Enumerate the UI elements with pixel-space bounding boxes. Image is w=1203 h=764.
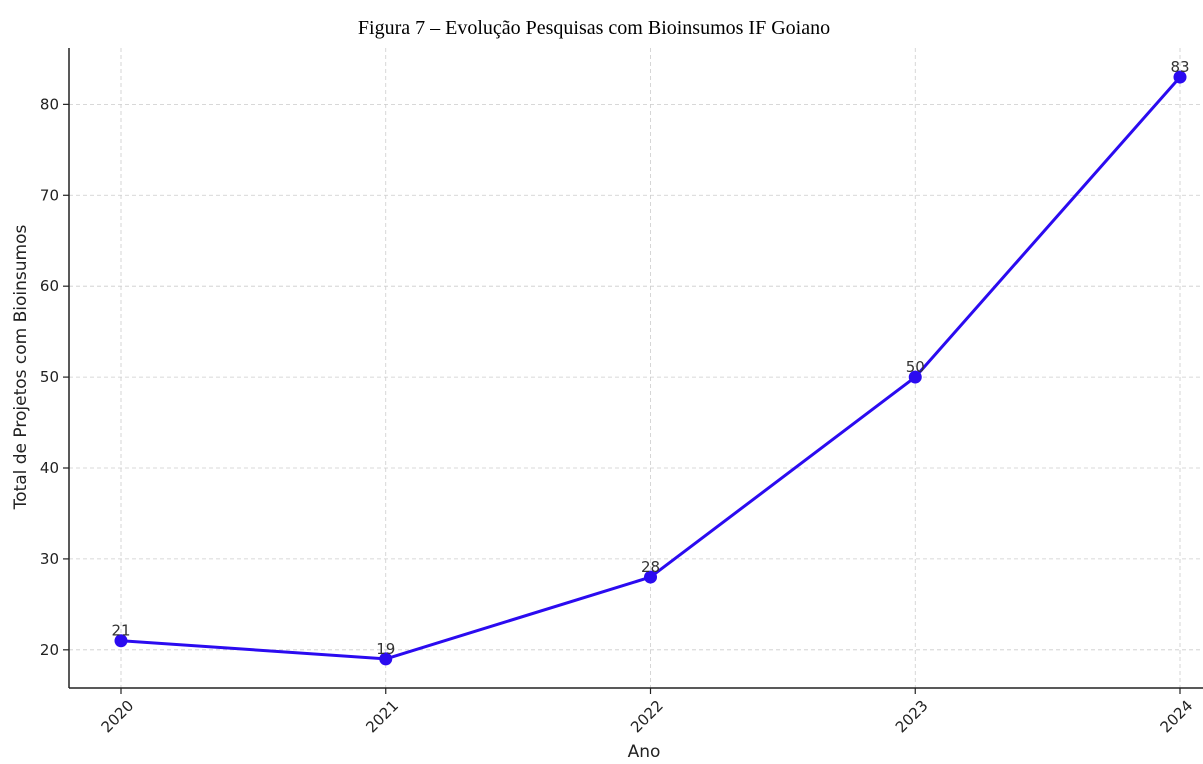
- data-point: [644, 570, 657, 584]
- y-axis-ticks: 20 30 40 50 60 70 80: [40, 95, 69, 659]
- x-tick-label: 2022: [627, 697, 667, 737]
- y-tick-label: 60: [40, 277, 59, 295]
- x-tick-label: 2021: [362, 697, 402, 737]
- data-label: 19: [376, 640, 395, 658]
- x-tick-label: 2024: [1157, 697, 1197, 737]
- data-label: 21: [111, 622, 130, 640]
- data-point: [379, 652, 393, 666]
- data-point: [908, 370, 922, 384]
- x-axis-ticks: 2020 2021 2022 2023 2024: [98, 688, 1197, 737]
- y-tick-label: 20: [40, 641, 59, 659]
- data-point: [1173, 70, 1187, 84]
- y-axis-label: Total de Projetos com Bioinsumos: [11, 225, 31, 511]
- y-tick-label: 50: [40, 368, 59, 386]
- data-point: [114, 634, 128, 648]
- y-tick-label: 70: [40, 186, 59, 204]
- y-tick-label: 80: [40, 95, 59, 113]
- y-tick-label: 30: [40, 550, 59, 568]
- data-labels: 21 19 28 50 83: [111, 58, 1189, 658]
- data-label: 83: [1170, 58, 1189, 76]
- data-label: 50: [906, 358, 925, 376]
- axes: [68, 48, 1203, 689]
- data-label: 28: [641, 558, 660, 576]
- chart-title: Figura 7 – Evolução Pesquisas com Bioins…: [358, 17, 830, 39]
- x-tick-label: 2023: [892, 697, 932, 737]
- x-axis-label: Ano: [628, 742, 661, 762]
- x-tick-label: 2020: [98, 697, 138, 737]
- y-tick-label: 40: [40, 459, 59, 477]
- grid: [69, 48, 1203, 688]
- series: [114, 70, 1187, 666]
